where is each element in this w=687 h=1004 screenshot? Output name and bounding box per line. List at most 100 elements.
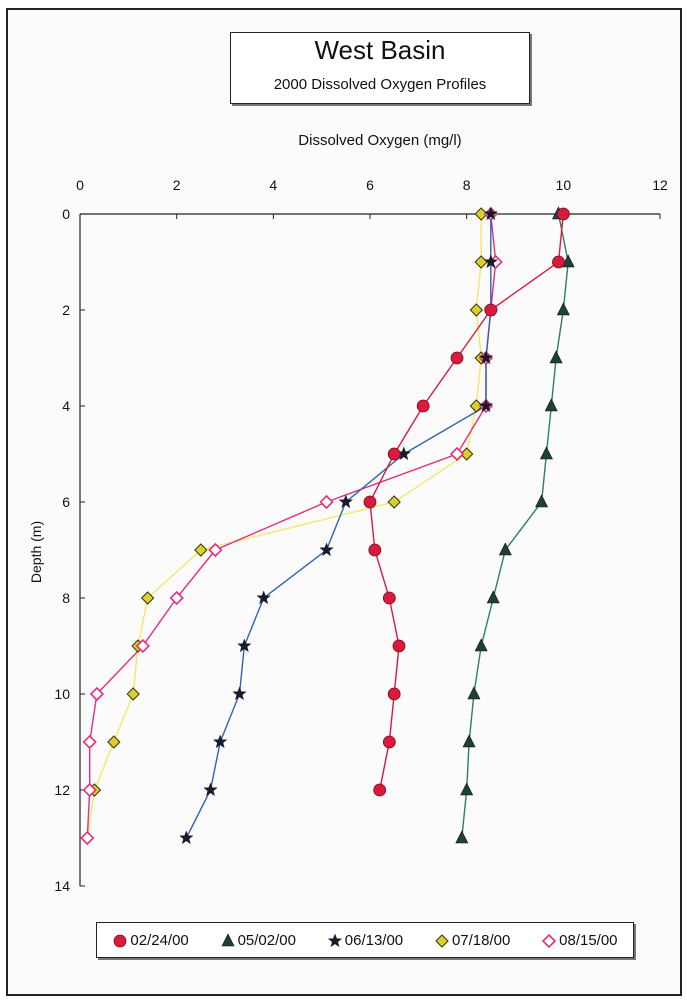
data-point-08-15-00 [319,494,334,510]
series-line-07-18-00 [86,214,482,839]
legend-label: 08/15/00 [559,931,618,949]
x-tick-label: 6 [366,177,374,193]
legend-marker [435,934,449,948]
data-point-07-18-00 [126,687,140,701]
y-tick-label: 8 [62,590,70,606]
data-point-06-13-00 [478,350,494,365]
data-point-07-18-00 [474,255,488,269]
data-point-06-13-00 [319,542,334,557]
data-point-02-24-00 [368,543,382,557]
data-point-08-15-00 [89,686,105,702]
y-tick-label: 14 [54,878,70,894]
y-tick-label: 6 [62,494,70,510]
data-point-06-13-00 [203,782,218,797]
legend-marker-shape [542,933,557,948]
chart-title: West Basin [314,35,446,65]
data-point-05-02-00 [561,254,575,268]
data-point-08-15-00 [82,734,97,750]
data-point-05-02-00 [544,398,558,412]
legend-label: 02/24/00 [130,931,189,949]
data-point-05-02-00 [467,686,481,700]
legend-marker-shape [221,933,235,947]
data-point-05-02-00 [460,782,474,796]
data-point-08-15-00 [449,446,465,462]
data-point-07-18-00 [107,735,121,749]
x-axis-label: Dissolved Oxygen (mg/l) [298,132,462,149]
legend-marker [542,933,557,948]
y-tick-label: 2 [62,302,70,318]
data-point-06-13-00 [256,590,271,605]
x-tick-label: 2 [173,177,181,193]
chart-subtitle: 2000 Dissolved Oxygen Profiles [273,76,487,93]
series-line-08-15-00 [86,213,497,839]
legend-marker [221,933,235,947]
data-point-07-18-00 [194,543,208,557]
legend-label: 05/02/00 [237,931,296,949]
data-point-06-13-00 [179,830,194,845]
legend-item: 02/24/00 [112,931,189,949]
x-tick-label: 12 [652,177,668,193]
data-point-02-24-00 [387,687,401,701]
data-point-06-13-00 [483,254,499,269]
data-point-02-24-00 [450,351,464,365]
y-tick-label: 10 [54,686,70,702]
legend-marker-shape [435,934,449,948]
y-tick-label: 4 [62,398,70,414]
data-point-05-02-00 [486,590,500,604]
x-tick-label: 4 [269,177,277,193]
data-point-05-02-00 [462,734,476,748]
legend-item: 07/18/00 [434,932,510,949]
data-point-02-24-00 [416,399,430,413]
data-point-08-15-00 [135,638,150,654]
y-tick-label: 12 [54,782,70,798]
legend-item: 06/13/00 [327,932,403,949]
data-point-02-24-00 [556,207,570,221]
data-point-05-02-00 [455,830,469,844]
legend-label: 06/13/00 [344,931,404,949]
data-point-05-02-00 [535,494,549,508]
series-line-06-13-00 [185,214,492,839]
data-point-06-13-00 [232,686,247,701]
legend: 02/24/00 05/02/00 06/13/00 07/18/00 08/15/00 [96,922,634,958]
data-point-08-15-00 [80,830,95,846]
data-point-08-15-00 [208,542,223,558]
legend-item: 08/15/00 [541,931,618,949]
data-point-05-02-00 [498,542,512,556]
data-point-06-13-00 [212,734,228,749]
data-point-07-18-00 [140,591,155,605]
x-tick-label: 10 [556,177,572,193]
data-point-02-24-00 [382,735,396,749]
data-point-02-24-00 [363,495,377,509]
data-point-02-24-00 [552,255,565,269]
data-point-05-02-00 [556,302,570,316]
data-point-02-24-00 [484,303,498,317]
legend-marker-shape [113,934,127,948]
legend-marker [113,934,127,948]
y-tick-label: 0 [62,206,70,222]
data-point-06-13-00 [483,206,499,221]
data-point-06-13-00 [338,494,354,509]
legend-item: 05/02/00 [220,932,296,949]
data-point-08-15-00 [82,782,97,798]
data-point-02-24-00 [387,447,401,461]
title-box: West Basin 2000 Dissolved Oxygen Profile… [230,32,530,104]
data-point-02-24-00 [373,783,387,797]
x-tick-label: 0 [76,177,84,193]
data-point-05-02-00 [539,446,553,460]
data-point-07-18-00 [387,495,401,509]
data-point-06-13-00 [478,398,494,413]
data-point-02-24-00 [392,639,406,653]
legend-marker-shape [327,933,343,948]
data-point-02-24-00 [382,591,396,605]
data-point-05-02-00 [474,638,488,652]
data-point-05-02-00 [549,350,563,364]
series-line-05-02-00 [461,213,569,839]
data-point-07-18-00 [459,447,474,461]
data-point-06-13-00 [237,638,252,653]
data-point-07-18-00 [469,303,484,317]
legend-label: 07/18/00 [451,931,511,949]
data-point-08-15-00 [169,590,184,606]
x-tick-label: 8 [463,177,471,193]
legend-marker [327,933,343,948]
